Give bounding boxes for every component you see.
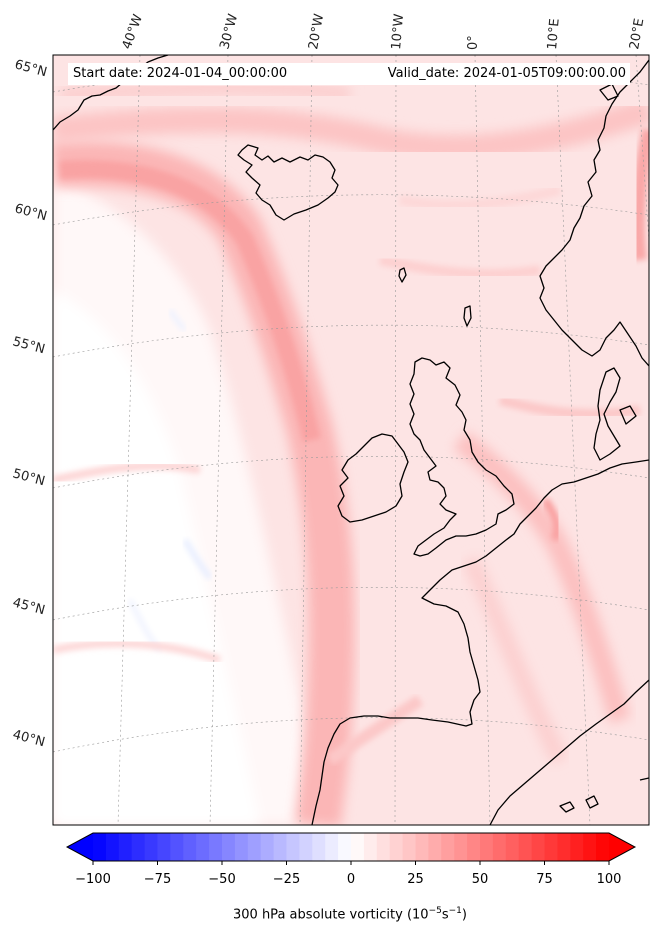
colorbar-label-text: 300 hPa absolute vorticity (10 <box>233 907 429 923</box>
colorbar-tick-label: 50 <box>472 872 489 887</box>
colorbar-cell <box>363 833 378 861</box>
colorbar-cell <box>247 833 262 861</box>
lon-label: 0° <box>466 35 481 50</box>
great-britain-coast <box>409 357 515 557</box>
colorbar-cell <box>415 833 429 861</box>
colorbar-cell <box>505 833 520 861</box>
colorbar-cell <box>196 833 210 861</box>
colorbar-cell <box>402 833 417 861</box>
colorbar-cell <box>286 833 300 861</box>
colorbar-tick-label: 100 <box>597 872 622 887</box>
colorbar-ticks: −100 −75 −50 −25 0 25 50 75 100 <box>75 861 621 887</box>
ireland-coast <box>337 433 409 523</box>
colorbar-cell <box>596 833 610 861</box>
colorbar-cell <box>583 833 597 861</box>
lon-label: 10°E <box>545 18 563 50</box>
valid-date-label: Valid_date: 2024-01-05T09:00:00.00 <box>368 63 630 85</box>
colorbar-cells <box>93 833 610 861</box>
lon-label: 20°E <box>627 17 647 50</box>
colorbar-cell <box>570 833 584 861</box>
longitude-labels: 40°W 30°W 20°W 10°W 0° 10°E 20°E <box>120 12 648 51</box>
colorbar-cell <box>325 833 339 861</box>
colorbar-label-exp1: −5 <box>428 906 442 916</box>
colorbar-cell <box>170 833 184 861</box>
colorbar-cell <box>389 833 404 861</box>
coastlines <box>53 55 649 825</box>
colorbar-cell <box>338 833 352 861</box>
colorbar-cell <box>351 833 365 861</box>
colorbar-tick-label: 0 <box>347 872 355 887</box>
colorbar-cell <box>157 833 171 861</box>
colorbar-cell <box>492 833 507 861</box>
colorbar-cell <box>312 833 326 861</box>
lat-label: 60°N <box>13 201 49 224</box>
colorbar-extend-high <box>609 833 635 861</box>
colorbar-tick-label: −75 <box>144 872 171 887</box>
colorbar-cell <box>376 833 391 861</box>
colorbar-cell <box>454 833 468 861</box>
colorbar-cell <box>209 833 223 861</box>
map-frame <box>52 54 650 826</box>
colorbar-extend-low <box>67 833 93 861</box>
colorbar-cell <box>93 833 107 861</box>
colorbar-cell <box>428 833 442 861</box>
colorbar-cell <box>222 833 236 861</box>
colorbar-cell <box>183 833 197 861</box>
iceland-coast <box>237 144 339 221</box>
colorbar-cell <box>234 833 249 861</box>
colorbar-label-exp2: −1 <box>448 906 462 916</box>
latitude-labels: 65°N 60°N 55°N 50°N 45°N 40°N <box>11 57 49 750</box>
colorbar-cell <box>105 833 120 861</box>
colorbar-label-unit: s <box>441 907 449 923</box>
colorbar-cell <box>531 833 546 861</box>
colorbar-cell <box>144 833 159 861</box>
lat-label: 65°N <box>13 57 49 80</box>
colorbar-cell <box>480 833 494 861</box>
lon-label: 20°W <box>306 13 327 51</box>
colorbar-label: 300 hPa absolute vorticity (10−5s−1) <box>0 906 659 922</box>
lat-label: 40°N <box>11 727 47 750</box>
colorbar-tick-label: −25 <box>273 872 300 887</box>
colorbar-tick-label: −50 <box>208 872 235 887</box>
lat-label: 55°N <box>11 334 47 357</box>
lat-label: 45°N <box>11 595 47 618</box>
colorbar-cell <box>273 833 288 861</box>
colorbar: −100 −75 −50 −25 0 25 50 75 100 <box>65 832 637 887</box>
colorbar-cell <box>467 833 481 861</box>
continental-europe-coast <box>311 459 649 825</box>
start-date-label: Start date: 2024-01-04_00:00:00 <box>68 63 373 85</box>
lon-label: 10°W <box>389 13 407 50</box>
colorbar-cell <box>131 833 146 861</box>
colorbar-cell <box>557 833 571 861</box>
denmark-coast <box>593 367 621 461</box>
colorbar-label-close: ) <box>461 907 467 923</box>
lon-label: 30°W <box>217 12 241 51</box>
colorbar-cell <box>441 833 455 861</box>
colorbar-cell <box>299 833 313 861</box>
colorbar-tick-label: 75 <box>536 872 553 887</box>
colorbar-cell <box>518 833 533 861</box>
colorbar-tick-label: −100 <box>75 872 111 887</box>
lat-label: 50°N <box>11 466 47 489</box>
colorbar-cell <box>544 833 558 861</box>
colorbar-cell <box>118 833 133 861</box>
vorticity-field <box>53 55 649 825</box>
norway-coast <box>539 59 649 367</box>
colorbar-tick-label: 25 <box>407 872 424 887</box>
lon-label: 40°W <box>120 12 146 51</box>
colorbar-cell <box>260 833 275 861</box>
